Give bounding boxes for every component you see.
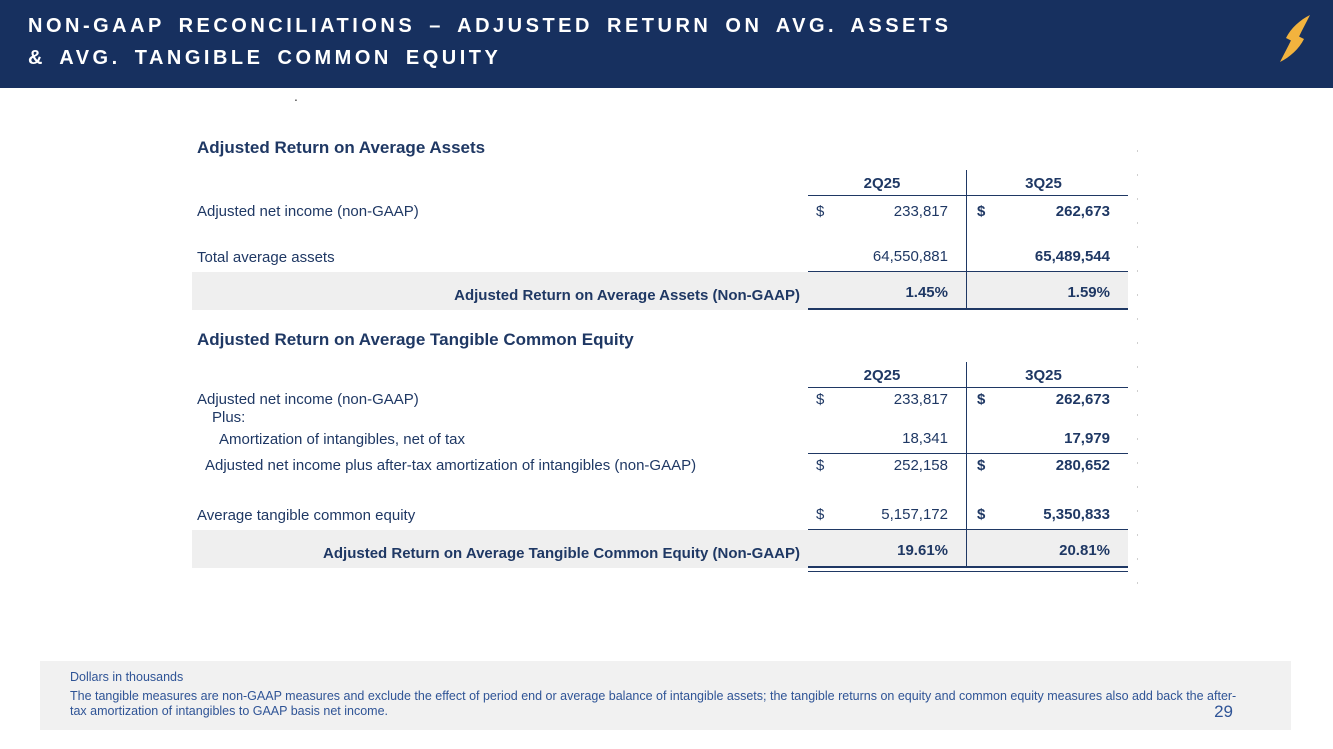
spacer-row (192, 226, 1128, 248)
currency-sign: $ (977, 457, 986, 474)
cell-value: 262,673 (1055, 391, 1110, 408)
total-3q25: 1.59% (966, 272, 1128, 310)
cell-3q25: $ 262,673 (966, 388, 1128, 414)
row-label: Adjusted net income (non-GAAP) (197, 391, 419, 408)
table-adjusted-return-avg-assets: Adjusted Return on Average Assets 2Q25 3… (192, 138, 1128, 310)
cell-3q25: 65,489,544 (966, 248, 1128, 272)
cell-value: 233,817 (893, 391, 948, 408)
table-title: Adjusted Return on Average Tangible Comm… (197, 330, 634, 349)
row-label: Adjusted net income plus after-tax amort… (205, 457, 697, 474)
table-row: Amortization of intangibles, net of tax … (192, 430, 1128, 454)
cell-value: 19.61% (897, 542, 948, 559)
brand-s-logo-icon (1280, 15, 1310, 62)
total-row: Adjusted Return on Average Tangible Comm… (192, 530, 1128, 568)
total-label: Adjusted Return on Average Tangible Comm… (323, 545, 800, 562)
currency-sign: $ (977, 391, 986, 408)
footnote-band: Dollars in thousands The tangible measur… (40, 661, 1291, 730)
cell-2q25: 64,550,881 (808, 248, 966, 272)
cell-value: 64,550,881 (872, 248, 948, 265)
currency-sign: $ (977, 203, 986, 220)
table-title: Adjusted Return on Average Assets (197, 138, 486, 157)
table-row: Average tangible common equity $ 5,157,1… (192, 506, 1128, 530)
column-header-2q25: 2Q25 (808, 170, 966, 196)
cell-value: 1.59% (1067, 284, 1110, 301)
currency-sign: $ (816, 391, 825, 408)
row-label: Plus: (212, 409, 246, 426)
row-label: Total average assets (197, 249, 335, 266)
cell-3q25: $ 280,652 (966, 454, 1128, 480)
cell-value: 18,341 (902, 430, 948, 447)
cell-2q25: $ 233,817 (808, 196, 966, 226)
cell-value: 1.45% (905, 284, 948, 301)
spacer-row (192, 480, 1128, 506)
currency-sign: $ (816, 506, 825, 523)
page-title-line2: & AVG. TANGIBLE COMMON EQUITY (28, 47, 502, 69)
cell-value: 65,489,544 (1034, 248, 1110, 265)
cell-value: 233,817 (893, 203, 948, 220)
table-row: Total average assets 64,550,881 65,489,5… (192, 248, 1128, 272)
table-row: Plus: (192, 409, 1128, 432)
total-2q25: 19.61% (808, 530, 966, 568)
footnote-text: The tangible measures are non-GAAP measu… (70, 689, 1237, 718)
page-title-line1: NON-GAAP RECONCILIATIONS – ADJUSTED RETU… (28, 15, 952, 37)
row-label: Average tangible common equity (197, 507, 416, 524)
total-row: Adjusted Return on Average Assets (Non-G… (192, 272, 1128, 310)
column-header-2q25: 2Q25 (808, 362, 966, 388)
cell-2q25: $ 233,817 (808, 388, 966, 414)
cell-value: 252,158 (893, 457, 948, 474)
table-row: Adjusted net income plus after-tax amort… (192, 454, 1128, 480)
cell-value: 17,979 (1064, 430, 1110, 447)
stray-period-mark: . (294, 88, 298, 104)
cell-value: 20.81% (1059, 542, 1110, 559)
double-underline (808, 571, 1128, 572)
currency-sign: $ (816, 457, 825, 474)
cell-2q25: $ 5,157,172 (808, 506, 966, 530)
cell-3q25: $ 5,350,833 (966, 506, 1128, 530)
currency-sign: $ (816, 203, 825, 220)
column-header-3q25: 3Q25 (966, 170, 1128, 196)
row-label: Amortization of intangibles, net of tax (219, 431, 465, 448)
cell-3q25: 17,979 (966, 430, 1128, 454)
slide-header: NON-GAAP RECONCILIATIONS – ADJUSTED RETU… (0, 0, 1333, 88)
table-row: Adjusted net income (non-GAAP) $ 233,817… (192, 196, 1128, 226)
table-row: Adjusted net income (non-GAAP) $ 233,817… (192, 388, 1128, 414)
page-number: 29 (1214, 702, 1233, 721)
cell-value: 262,673 (1055, 203, 1110, 220)
cell-value: 280,652 (1055, 457, 1110, 474)
total-label: Adjusted Return on Average Assets (Non-G… (454, 287, 800, 304)
column-header-3q25: 3Q25 (966, 362, 1128, 388)
faint-gridline-dots (1137, 150, 1138, 585)
cell-3q25: $ 262,673 (966, 196, 1128, 226)
cell-value: 5,157,172 (881, 506, 948, 523)
total-2q25: 1.45% (808, 272, 966, 310)
currency-sign: $ (977, 506, 986, 523)
table-header-row: 2Q25 3Q25 (192, 170, 1128, 196)
cell-value: 5,350,833 (1043, 506, 1110, 523)
cell-2q25: 18,341 (808, 430, 966, 454)
cell-2q25: $ 252,158 (808, 454, 966, 480)
table-adjusted-return-avg-tce: Adjusted Return on Average Tangible Comm… (192, 330, 1128, 572)
table-header-row: 2Q25 3Q25 (192, 362, 1128, 388)
total-3q25: 20.81% (966, 530, 1128, 568)
footnote-units: Dollars in thousands (70, 670, 184, 684)
row-label: Adjusted net income (non-GAAP) (197, 203, 419, 220)
